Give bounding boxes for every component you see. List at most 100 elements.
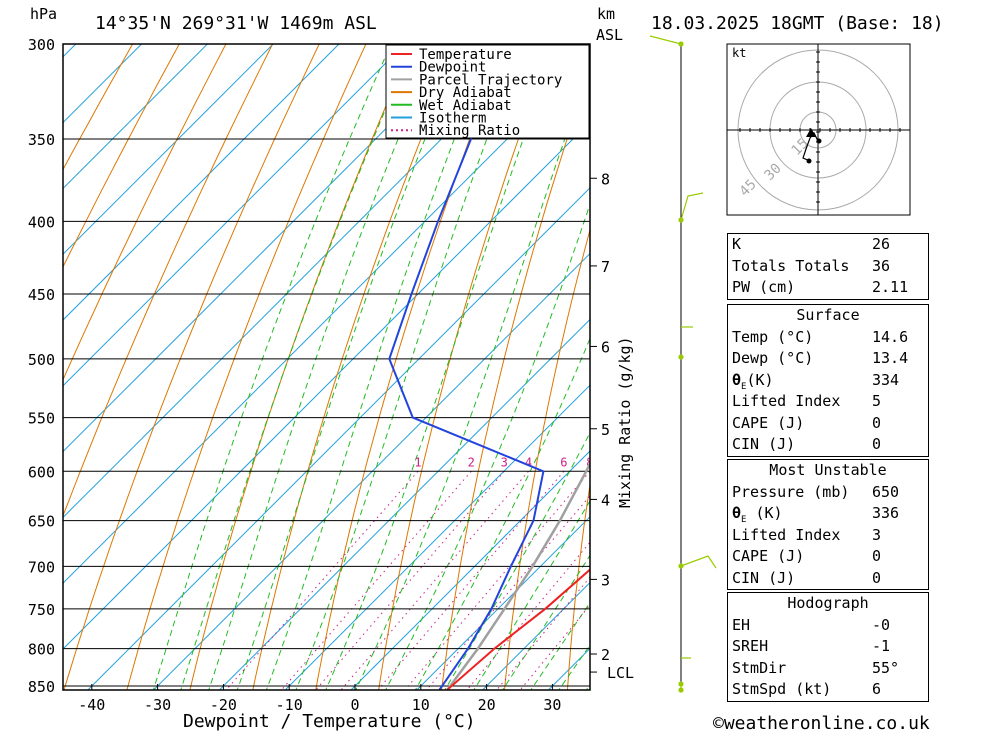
mixing-ratio-line [225, 470, 419, 690]
isotherm-line [87, 187, 590, 690]
wet-adiabat-line [355, 65, 590, 690]
dry-adiabat-line [63, 44, 274, 518]
dry-adiabat-line [63, 44, 227, 381]
dry-adiabat-line [504, 227, 590, 690]
km-tick-label: 2 [601, 646, 610, 664]
km-tick-label: 3 [601, 571, 610, 589]
pressure-tick-label: 700 [28, 558, 55, 576]
mixing-ratio-label: 3 [501, 455, 508, 469]
hodograph-point [806, 158, 812, 164]
mixing-ratio-label: 2 [468, 455, 475, 469]
stmspd-value: 6 [872, 680, 882, 698]
location-title: 14°35'N 269°31'W 1469m ASL [95, 13, 377, 34]
dry-adiabat-line [63, 44, 320, 690]
mu-cape-label: CAPE (J) [732, 547, 805, 565]
isotherm-line [416, 516, 590, 690]
pressure-tick-label: 750 [28, 601, 55, 619]
legend-label: Temperature [419, 47, 512, 63]
km-tick-label: 7 [601, 258, 610, 276]
wet-adiabat-line [152, 44, 392, 690]
wind-barb [680, 192, 704, 221]
dry-adiabat-line [378, 44, 554, 690]
stmdir-label: StmDir [732, 658, 787, 677]
surface-temp-label: Temp (°C) [732, 327, 814, 346]
surface-theta-value: 334 [872, 370, 900, 389]
surface-temp-value: 14.6 [872, 327, 909, 346]
isotherm-line [63, 44, 406, 387]
isotherm-line [63, 44, 340, 321]
wet-adiabat-line [208, 44, 439, 690]
isotherm-line [63, 44, 143, 124]
background-lines: 1 2 3 4 6 8 10 15 20 25 [63, 44, 707, 690]
surface-dewp-value: 13.4 [872, 349, 909, 367]
mixing-ratio-label: 25 [693, 455, 707, 469]
tt-value: 36 [872, 256, 891, 275]
stmdir-value: 55° [872, 658, 900, 677]
surface-theta-label: θE(K) [732, 370, 774, 392]
isotherm-line [63, 44, 209, 190]
mu-li-value: 3 [872, 525, 882, 544]
dry-adiabat-line [252, 44, 460, 690]
isotherm-line [218, 318, 590, 690]
eh-value: -0 [872, 615, 891, 634]
mixing-ratio-line [280, 470, 472, 690]
wet-adiabat-line [444, 431, 590, 690]
dry-adiabat-line [126, 44, 367, 690]
mixing-ratio-line [340, 470, 529, 690]
surface-cape-value: 0 [872, 413, 882, 432]
dry-adiabat-line [63, 44, 180, 269]
temperature-tick-label: 10 [412, 696, 430, 714]
mixing-ratio-label: 4 [525, 455, 532, 469]
wind-dot [678, 41, 684, 47]
wind-dot [678, 681, 684, 687]
dry-adiabat-line [189, 44, 414, 690]
tt-label: Totals Totals [732, 256, 850, 275]
wet-adiabat-line [385, 202, 590, 690]
isotherm-line [63, 44, 472, 453]
wind-dot [678, 563, 684, 569]
temperature-tick-label: -30 [144, 696, 171, 714]
most-unstable-panel: Most Unstable Pressure (mb) 650 θE (K) 336… [727, 459, 929, 590]
mixing-ratio-label: 20 [671, 455, 685, 469]
pressure-tick-label: 600 [28, 463, 55, 481]
eh-label: EH [732, 615, 751, 634]
hodograph-trace [802, 131, 819, 162]
mixing-ratio-line [466, 541, 590, 690]
km-tick-label: 8 [601, 170, 610, 188]
mixing-ratio-label: 15 [642, 455, 656, 469]
pressure-tick-label: 650 [28, 513, 55, 531]
wind-dot [678, 354, 684, 360]
mu-li-label: Lifted Index [732, 525, 841, 544]
surface-panel: Surface Temp (°C) 14.6 Dewp (°C) 13.4 θE(K… [727, 304, 929, 457]
legend-label: Parcel Trajectory [419, 72, 562, 88]
surface-dewp-label: Dewp (°C) [732, 349, 814, 367]
pw-row: PW (cm) 2.11 [728, 277, 928, 299]
temperature-tick-label: -10 [276, 696, 303, 714]
wet-adiabat-line [414, 337, 590, 690]
temperature-tick-label: 0 [350, 696, 359, 714]
wind-profile-column [649, 35, 717, 693]
plot-frame [62, 43, 591, 691]
wet-adiabat-line [265, 44, 493, 690]
surface-cin-value: 0 [872, 435, 882, 453]
hodograph-stats-panel: Hodograph EH -0 SREH -1 StmDir 55° StmSpd (… [727, 592, 929, 702]
hodograph-point [816, 138, 822, 144]
mixing-ratio-label: 6 [560, 455, 567, 469]
asl-label: ASL [596, 26, 623, 44]
mu-cape-value: 0 [872, 547, 882, 565]
wet-adiabat-line [473, 499, 590, 690]
x-axis-label: Dewpoint / Temperature (°C) [183, 711, 476, 732]
surface-li-value: 5 [872, 392, 882, 410]
k-value: 26 [872, 235, 891, 253]
temperature-tick-label: 20 [478, 696, 496, 714]
isotherm-line [350, 450, 590, 690]
wind-dot [678, 687, 684, 693]
k-row: K 26 [728, 234, 928, 256]
k-label: K [732, 235, 742, 253]
km-tick-label: 6 [601, 338, 610, 356]
sreh-value: -1 [872, 637, 891, 655]
mixing-ratio-label: 1 [414, 455, 421, 469]
